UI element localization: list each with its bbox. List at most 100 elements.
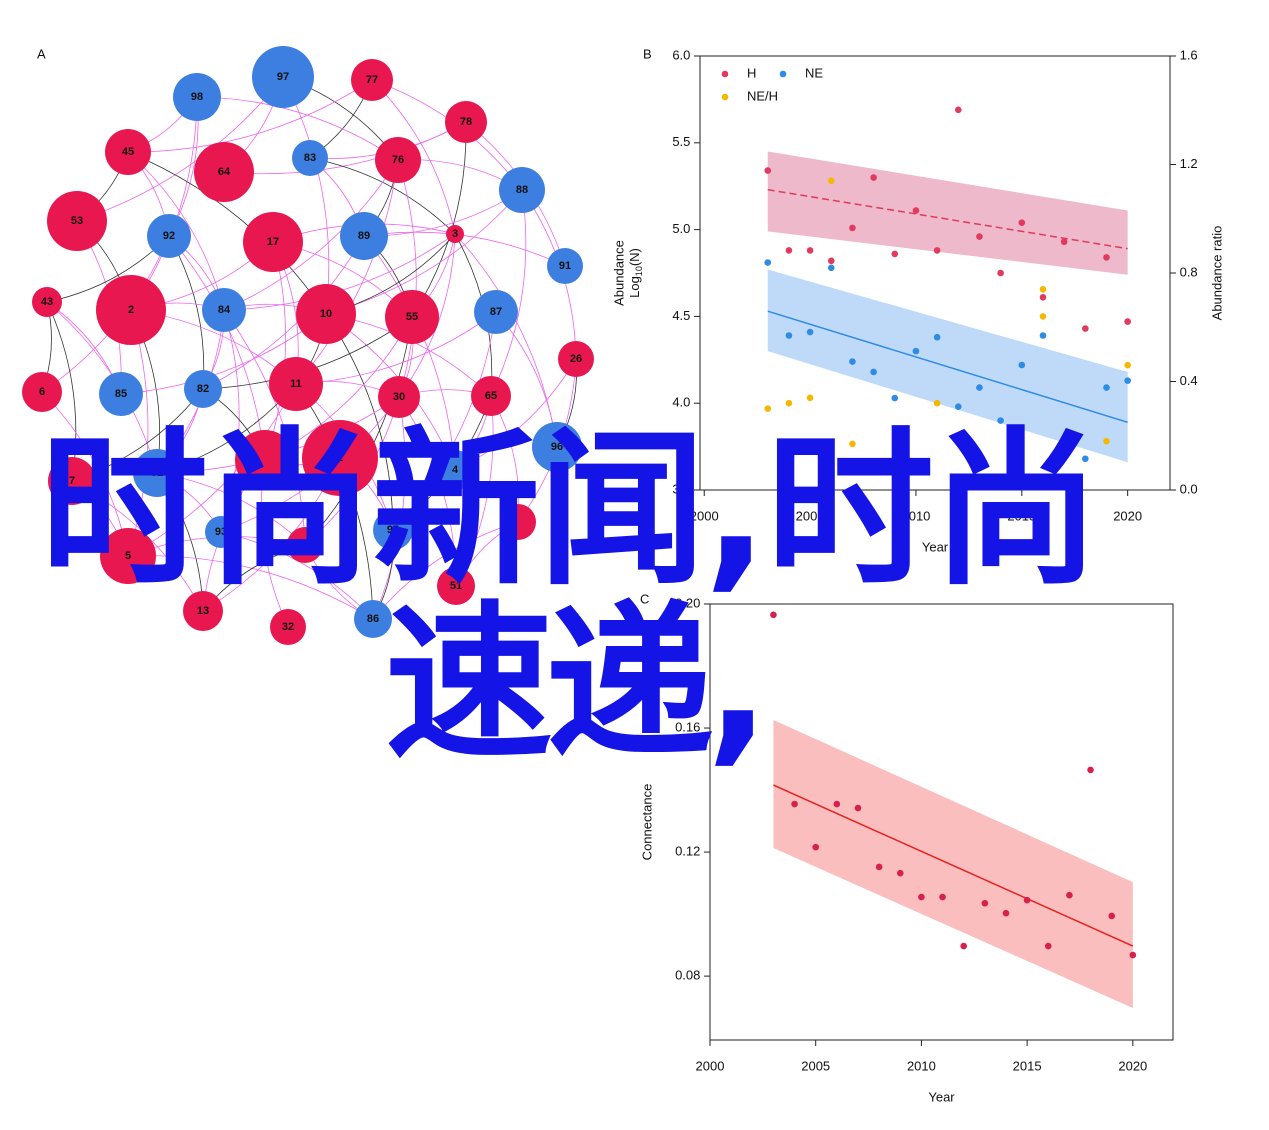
node	[385, 290, 439, 344]
node	[269, 357, 323, 411]
y-axis-label-part: Log	[627, 276, 642, 298]
point	[976, 233, 983, 240]
point	[1066, 891, 1073, 899]
node-label: 83	[304, 152, 316, 164]
edge	[168, 235, 205, 390]
node-label: 6	[39, 386, 45, 398]
edge	[220, 531, 374, 620]
point	[1002, 909, 1010, 917]
node	[183, 591, 223, 631]
node	[378, 376, 420, 418]
y-tick-label: 0.08	[675, 968, 700, 983]
point	[1108, 912, 1115, 920]
node-label: 30	[393, 391, 405, 403]
point	[912, 347, 920, 355]
point	[1124, 377, 1131, 384]
node	[340, 212, 388, 260]
edge	[392, 311, 497, 531]
point	[997, 269, 1004, 277]
point	[912, 207, 920, 214]
node-label: 96	[551, 441, 563, 453]
x-tick-label: 2010	[907, 1058, 936, 1073]
point	[806, 247, 814, 254]
panel-label: B	[643, 46, 652, 61]
point	[849, 224, 856, 232]
x-tick-label: 2020	[1113, 508, 1142, 523]
point	[1129, 951, 1137, 959]
y-tick-label: 0.20	[675, 595, 700, 610]
x-tick-label: 2005	[801, 1058, 830, 1073]
point	[849, 440, 856, 448]
node-label: 91	[559, 260, 571, 272]
node	[243, 212, 303, 272]
node-label: 55	[406, 311, 418, 323]
point	[806, 394, 814, 402]
node	[499, 167, 545, 213]
node-label: 97	[277, 71, 289, 83]
node	[296, 284, 356, 344]
node	[22, 372, 62, 412]
edge	[127, 383, 297, 557]
node	[354, 600, 392, 638]
node	[184, 370, 222, 408]
charts: 2000 2005 2010 2015 2020 3.5 4.0 4.5 5.0 5.5 6.0 0.…	[611, 46, 1224, 1104]
point	[854, 804, 862, 812]
point	[933, 247, 941, 254]
node-label: 2	[128, 304, 134, 316]
edge	[127, 555, 374, 620]
node-label: 89	[358, 230, 370, 242]
node	[351, 59, 393, 101]
point	[1018, 361, 1026, 369]
node-label: 98	[191, 91, 203, 103]
overlay-line: 时尚新闻,时尚	[40, 412, 1100, 608]
node-label: 1	[337, 452, 343, 464]
point	[933, 399, 941, 407]
point	[833, 800, 841, 808]
point	[827, 177, 835, 185]
edge	[372, 521, 519, 620]
node-label: 92	[163, 230, 175, 242]
x-tick-label: 2015	[1007, 508, 1036, 523]
point	[1124, 361, 1131, 369]
node	[375, 137, 421, 183]
node-label: 93	[215, 526, 227, 538]
y-tick-label: 0.12	[675, 844, 700, 859]
node	[48, 457, 96, 505]
point	[827, 257, 835, 265]
edge	[372, 396, 406, 620]
edge	[202, 235, 365, 390]
point	[1039, 313, 1047, 320]
panel-label: C	[640, 591, 649, 606]
node-label: 53	[71, 215, 83, 227]
node-label: 51	[450, 580, 462, 592]
x-tick-label: 2020	[1118, 1058, 1147, 1073]
point	[870, 174, 877, 181]
node	[292, 140, 328, 176]
point	[1082, 455, 1089, 463]
confidence-band	[767, 269, 1128, 463]
x-tick-label: 2015	[1013, 1058, 1042, 1073]
trend-line	[767, 188, 1128, 250]
node-label: 13	[197, 605, 209, 617]
edge	[127, 79, 373, 153]
point	[939, 893, 946, 901]
node	[235, 430, 295, 490]
node-label: 45	[122, 146, 134, 158]
y-axis-label: Log10(N)	[627, 248, 644, 298]
point	[1023, 896, 1031, 904]
point	[997, 417, 1004, 424]
node	[205, 516, 237, 548]
node	[474, 290, 518, 334]
point	[891, 250, 899, 258]
x-tick-label: 2005	[796, 508, 825, 523]
point	[764, 167, 772, 174]
edge	[282, 76, 330, 315]
legend-label: H	[747, 65, 756, 80]
point	[1103, 437, 1110, 445]
edge	[196, 96, 399, 161]
point	[1018, 219, 1026, 226]
node	[373, 510, 413, 550]
node	[532, 422, 582, 472]
y-tick-label: 0.16	[675, 719, 700, 734]
